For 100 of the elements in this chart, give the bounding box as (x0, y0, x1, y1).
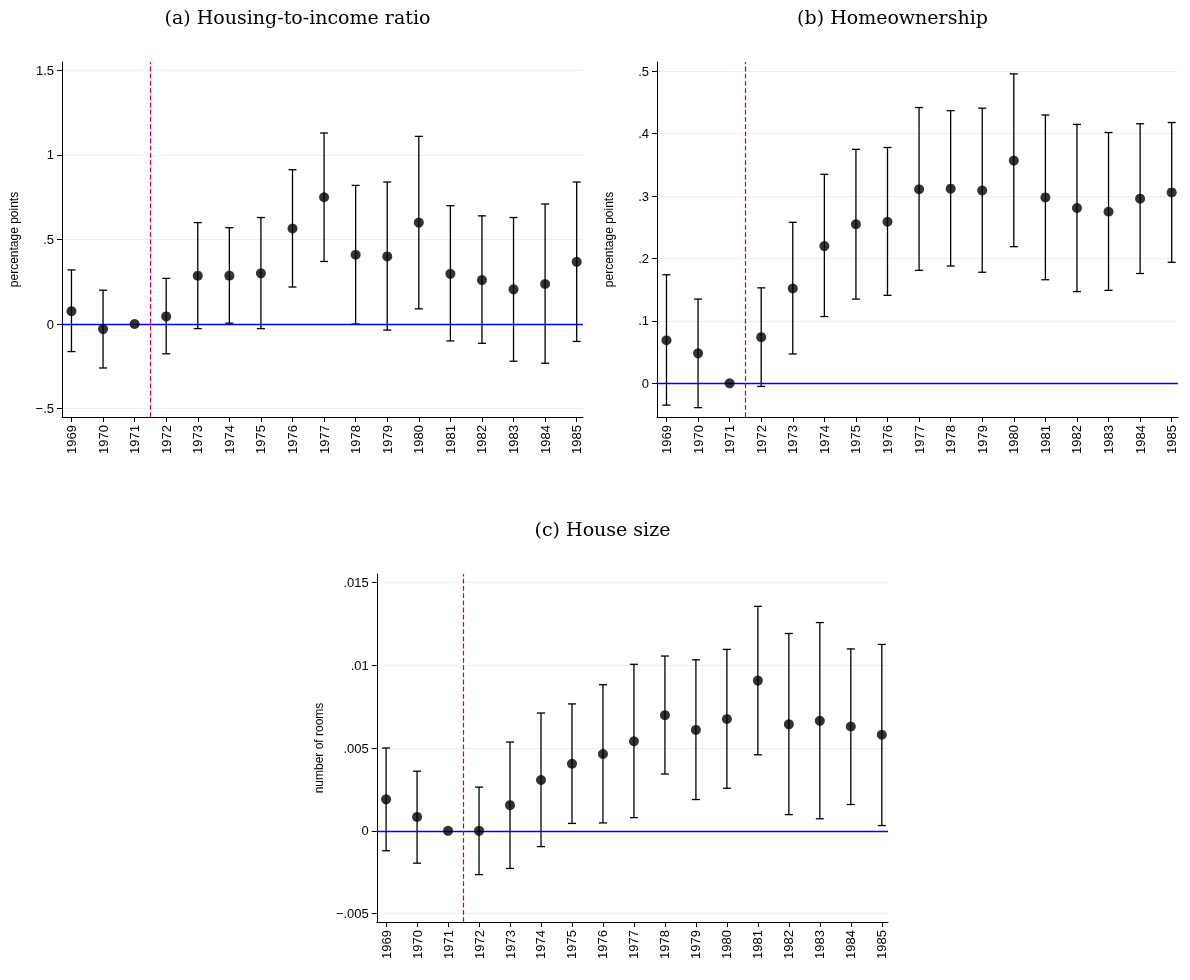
x-tick-label: 1980 (411, 425, 427, 454)
x-tick-label: 1976 (880, 425, 895, 454)
point (412, 811, 423, 822)
x-tick-label: 1975 (253, 425, 269, 454)
point (129, 319, 140, 330)
x-tick-label: 1983 (1101, 425, 1117, 454)
y-tick-label: .5 (43, 232, 54, 247)
y-tick-label: −.005 (335, 906, 369, 922)
x-tick-label: 1972 (753, 425, 769, 454)
y-axis-title: number of rooms (312, 702, 326, 794)
point (819, 241, 830, 252)
point (413, 217, 424, 228)
point (693, 348, 704, 359)
point (876, 729, 887, 740)
x-tick-label: 1974 (533, 930, 549, 959)
point (319, 192, 330, 203)
y-tick-label: .005 (343, 740, 369, 756)
point (1071, 203, 1082, 213)
x-tick-label: 1972 (158, 425, 174, 454)
x-tick-label: 1984 (1132, 425, 1148, 454)
y-tick-label: .5 (638, 63, 649, 79)
x-tick-label: 1971 (440, 930, 456, 959)
x-tick-label: 1985 (874, 930, 890, 959)
point (540, 278, 551, 289)
point (445, 268, 456, 279)
point (787, 283, 798, 294)
point (850, 219, 861, 230)
point (224, 270, 235, 281)
x-tick-label: 1984 (537, 425, 553, 454)
point (977, 185, 988, 196)
x-tick-label: 1981 (1037, 425, 1053, 454)
point (98, 324, 109, 335)
x-tick-label: 1970 (409, 930, 425, 959)
chart-title: (c) House size (534, 517, 671, 540)
y-tick-label: 1.5 (35, 62, 54, 78)
x-tick-label: 1976 (285, 425, 300, 454)
x-tick-label: 1983 (812, 930, 828, 959)
y-tick-label: 0 (46, 316, 54, 332)
point (628, 736, 639, 747)
x-tick-label: 1982 (1069, 425, 1085, 454)
point (845, 721, 856, 732)
point (566, 758, 577, 769)
point (945, 183, 956, 194)
y-tick-label: .3 (638, 188, 649, 204)
x-tick-label: 1972 (471, 930, 487, 959)
x-tick-label: 1975 (564, 930, 580, 959)
x-tick-label: 1969 (63, 425, 79, 454)
x-tick-label: 1982 (781, 930, 797, 959)
point (597, 748, 608, 759)
x-tick-label: 1975 (848, 425, 864, 454)
x-tick-label: 1969 (378, 930, 394, 959)
point (66, 306, 77, 317)
x-tick-label: 1978 (657, 930, 673, 959)
point (287, 223, 298, 234)
point (752, 675, 763, 686)
x-tick-label: 1983 (506, 425, 522, 454)
point (443, 825, 454, 836)
x-tick-label: 1985 (569, 425, 585, 454)
x-tick-label: 1970 (690, 425, 706, 454)
x-tick-label: 1974 (816, 425, 832, 454)
point (255, 268, 266, 279)
point (724, 378, 735, 389)
x-tick-label: 1982 (474, 425, 490, 454)
x-tick-label: 1979 (974, 425, 990, 454)
x-tick-label: 1971 (722, 425, 738, 454)
point (350, 249, 361, 260)
point (536, 774, 546, 785)
point (756, 332, 767, 343)
x-tick-label: 1970 (95, 425, 111, 454)
point (1040, 192, 1051, 203)
x-tick-label: 1984 (843, 930, 859, 959)
x-tick-label: 1977 (911, 425, 927, 454)
y-tick-label: .01 (350, 657, 369, 673)
y-axis-title: percentage points (7, 191, 21, 288)
point (1103, 206, 1114, 217)
point (381, 794, 392, 805)
x-tick-label: 1973 (502, 930, 518, 959)
point (505, 800, 516, 811)
x-tick-label: 1980 (1006, 425, 1022, 454)
point (1166, 187, 1177, 198)
y-tick-label: .015 (343, 574, 369, 590)
point (661, 335, 672, 346)
x-tick-label: 1981 (442, 425, 458, 454)
point (508, 284, 519, 295)
y-tick-label: .4 (638, 126, 649, 142)
x-tick-label: 1973 (785, 425, 801, 454)
point (1008, 155, 1019, 166)
chart-title: (a) Housing-to-income ratio (164, 5, 431, 28)
x-tick-label: 1979 (379, 425, 395, 454)
x-tick-label: 1980 (719, 930, 735, 959)
x-tick-label: 1974 (221, 425, 237, 454)
point (1135, 193, 1146, 204)
x-tick-label: 1976 (595, 930, 611, 959)
y-tick-label: −.5 (35, 401, 54, 417)
point (783, 719, 794, 730)
x-tick-label: 1978 (943, 425, 959, 454)
y-tick-label: .1 (638, 313, 649, 329)
x-tick-label: 1978 (348, 425, 364, 454)
point (882, 216, 893, 227)
y-tick-label: 0 (641, 375, 649, 391)
